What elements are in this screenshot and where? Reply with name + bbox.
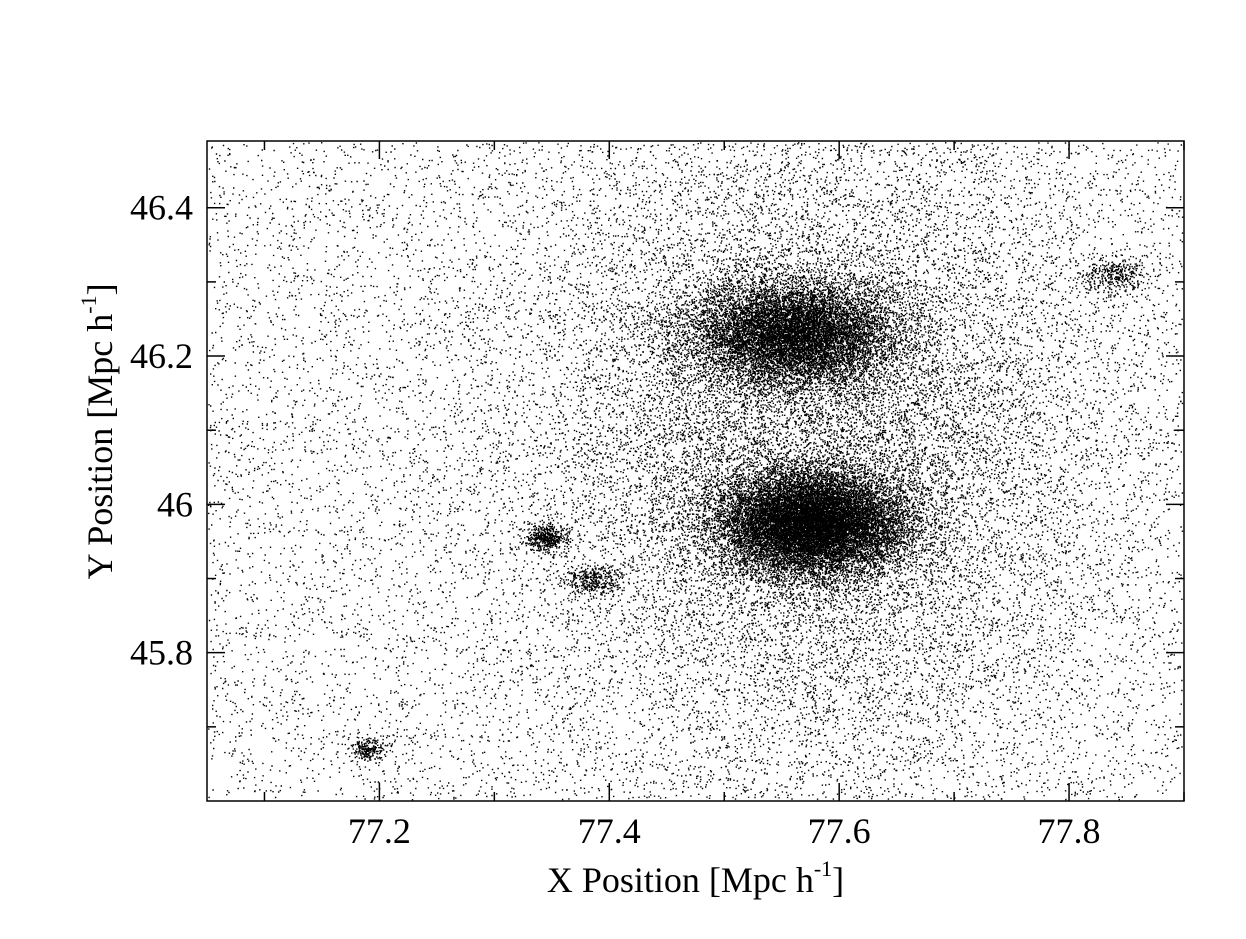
- y-tick-label: 45.8: [130, 633, 193, 673]
- x-axis-title: X Position [Mpc h-1]: [547, 856, 844, 900]
- y-tick-label: 46.2: [130, 336, 193, 376]
- y-axis-title-suffix: ]: [80, 283, 120, 295]
- x-axis-title-text: X Position [Mpc h: [547, 860, 814, 900]
- plot-frame: [206, 140, 1185, 802]
- scatter-points: [208, 142, 1184, 801]
- x-tick-label: 77.4: [578, 811, 641, 851]
- scatter-point-group: [256, 143, 1160, 793]
- y-axis-title-exponent: -1: [76, 295, 101, 313]
- y-axis-title: Y Position [Mpc h-1]: [76, 283, 120, 579]
- y-tick-label: 46.4: [130, 188, 193, 228]
- y-axis-title-text: Y Position [Mpc h: [80, 314, 120, 580]
- x-tick-label: 77.2: [348, 811, 411, 851]
- axis-ticks: [207, 141, 1185, 801]
- x-axis-title-suffix: ]: [832, 860, 844, 900]
- y-tick-label: 46: [157, 484, 193, 524]
- scatter-point-group: [605, 243, 1009, 424]
- x-axis-title-exponent: -1: [814, 856, 832, 881]
- scatter-point-group: [235, 142, 1182, 798]
- x-tick-label: 77.8: [1038, 811, 1101, 851]
- x-tick-label: 77.6: [808, 811, 871, 851]
- scatter-point-group: [208, 142, 1184, 801]
- scatter-point-group: [619, 232, 975, 610]
